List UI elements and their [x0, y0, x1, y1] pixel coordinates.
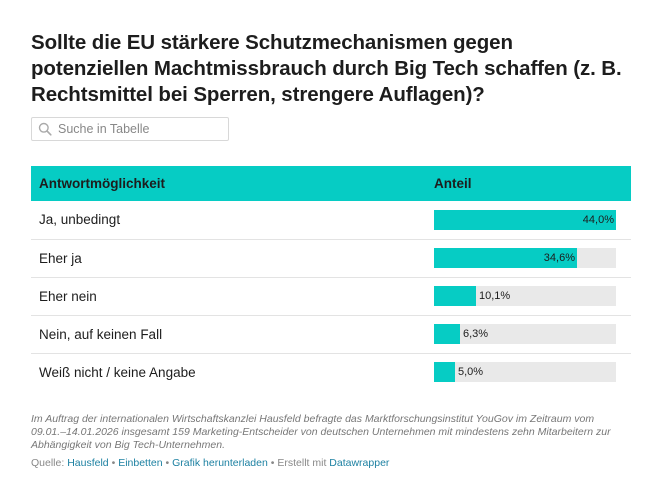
table-header-row: Antwortmöglichkeit Anteil [31, 166, 631, 201]
download-link[interactable]: Grafik herunterladen [172, 457, 268, 469]
source-prefix: Quelle: [31, 457, 65, 469]
bar-track: 34,6% [434, 248, 616, 268]
bar-value-label: 44,0% [582, 213, 614, 226]
datawrapper-link[interactable]: Datawrapper [329, 457, 390, 469]
bar-value-label: 34,6% [543, 252, 575, 264]
footnote: Im Auftrag der internationalen Wirtschaf… [31, 413, 611, 451]
search-input[interactable] [58, 122, 223, 136]
row-label: Ja, unbedingt [39, 212, 121, 228]
row-share: 5,0% [431, 353, 631, 391]
bar-fill [434, 286, 476, 306]
column-header-answer[interactable]: Antwortmöglichkeit [39, 176, 166, 191]
row-label: Nein, auf keinen Fall [39, 326, 163, 342]
bar-fill [434, 324, 460, 344]
bar-track: 6,3% [434, 324, 616, 344]
created-prefix: Erstellt mit [277, 457, 327, 469]
datawrapper-table: Sollte die EU stärkere Schutzmechanismen… [31, 30, 631, 469]
search-icon [32, 122, 58, 136]
search-box[interactable] [31, 117, 229, 141]
row-share: 34,6% [431, 239, 631, 277]
bar-track: 44,0% [434, 209, 616, 230]
table-row: Ja, unbedingt 44,0% [31, 201, 631, 239]
row-share: 44,0% [431, 201, 631, 239]
bar-track: 5,0% [434, 362, 616, 383]
bar-track: 10,1% [434, 286, 616, 306]
table-row: Weiß nicht / keine Angabe 5,0% [31, 353, 631, 391]
table-row: Nein, auf keinen Fall 6,3% [31, 315, 631, 353]
row-label: Eher ja [39, 250, 82, 266]
bar-value-label: 6,3% [463, 328, 489, 340]
source-line: Quelle: Hausfeld • Einbetten • Grafik he… [31, 457, 390, 469]
table-row: Eher nein 10,1% [31, 277, 631, 315]
bar-value-label: 5,0% [458, 366, 484, 379]
page-title: Sollte die EU stärkere Schutzmechanismen… [31, 31, 622, 106]
bar-fill [434, 248, 577, 268]
bar-value-label: 10,1% [479, 290, 511, 302]
row-share: 6,3% [431, 315, 631, 353]
results-table: Antwortmöglichkeit Anteil Ja, unbedingt 4… [31, 166, 631, 391]
source-link[interactable]: Hausfeld [67, 457, 109, 469]
bar-fill [434, 362, 455, 383]
bar-fill [434, 209, 616, 230]
row-label: Eher nein [39, 288, 97, 304]
table-row: Eher ja 34,6% [31, 239, 631, 277]
column-header-share[interactable]: Anteil [434, 176, 472, 191]
embed-link[interactable]: Einbetten [118, 457, 163, 469]
row-label: Weiß nicht / keine Angabe [39, 364, 196, 380]
row-share: 10,1% [431, 277, 631, 315]
